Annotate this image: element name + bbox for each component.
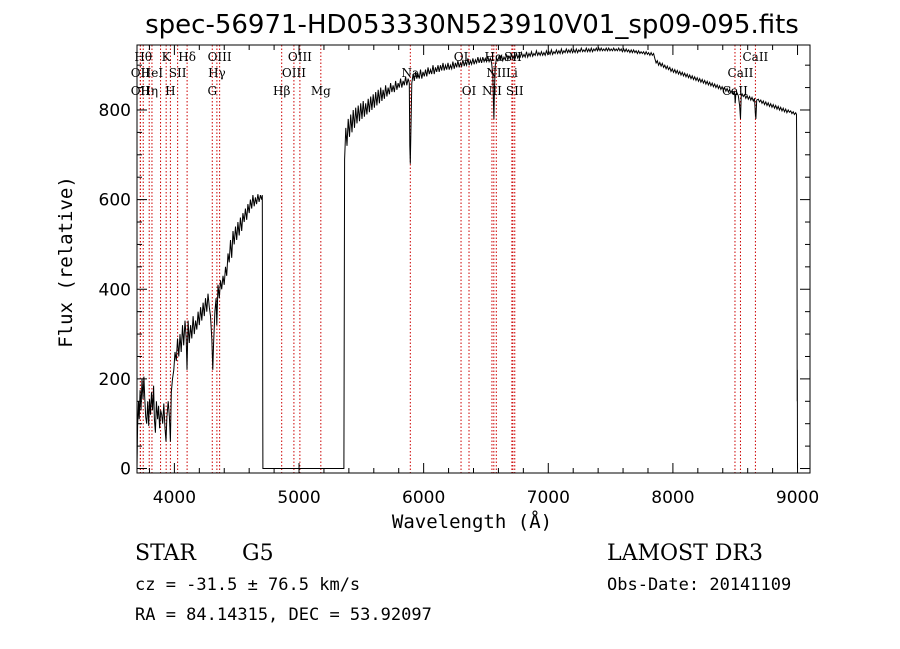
y-tick-label-0: 0 — [120, 460, 131, 480]
line-marker-label-8: SII — [169, 66, 187, 80]
object-class: STAR — [135, 541, 197, 566]
obs-date-readout: Obs-Date: 20141109 — [607, 575, 791, 595]
x-tick-label-6000: 6000 — [402, 488, 445, 508]
line-marker-label-6: K — [162, 50, 172, 64]
line-marker-label-19: OI — [462, 84, 477, 98]
redshift-readout: cz = -31.5 ± 76.5 km/s — [135, 575, 360, 595]
line-markers — [139, 45, 756, 473]
line-marker-label-28: CaII — [742, 50, 768, 64]
line-marker-label-13: Hβ — [273, 84, 290, 98]
line-marker-label-22: NII — [486, 66, 506, 80]
line-marker-label-0: Hθ — [134, 50, 152, 64]
y-tick-label-800: 800 — [99, 101, 131, 121]
spectrum-line — [136, 46, 798, 469]
line-marker-label-7: H — [165, 84, 175, 98]
line-marker-label-12: OIII — [208, 50, 232, 64]
line-marker-label-11: Hγ — [208, 66, 226, 80]
y-axis-ticks: 0 200 400 600 800 — [99, 64, 810, 480]
y-tick-label-400: 400 — [99, 280, 131, 300]
x-tick-label-7000: 7000 — [527, 488, 570, 508]
y-tick-label-200: 200 — [99, 370, 131, 390]
line-marker-label-1: OII — [131, 66, 151, 80]
plot-frame — [136, 44, 811, 474]
line-marker-label-15: OIII — [288, 50, 312, 64]
object-subclass: G5 — [242, 541, 274, 566]
y-axis-label: Flux (relative) — [55, 176, 77, 348]
x-axis-label: Wavelength (Å) — [392, 510, 552, 533]
line-marker-label-20: NII — [482, 84, 502, 98]
survey-name: LAMOST DR3 — [607, 541, 763, 566]
line-marker-label-18: OI — [454, 50, 469, 64]
x-tick-label-9000: 9000 — [776, 488, 819, 508]
chart-title: spec-56971-HD053330N523910V01_sp09-095.f… — [145, 10, 799, 40]
line-marker-label-24: SII — [504, 50, 522, 64]
line-marker-label-23: Li — [506, 66, 518, 80]
line-marker-label-10: G — [207, 84, 217, 98]
coordinates-readout: RA = 84.14315, DEC = 53.92097 — [135, 605, 432, 625]
x-tick-label-4000: 4000 — [153, 488, 196, 508]
line-marker-label-4: HeI — [141, 66, 164, 80]
x-axis-ticks: 4000 5000 6000 7000 8000 9000 — [148, 45, 819, 508]
line-marker-label-2: OII — [131, 84, 151, 98]
line-marker-label-27: CaII — [728, 66, 754, 80]
line-marker-label-14: OIII — [282, 66, 306, 80]
line-marker-label-9: Hδ — [178, 50, 196, 64]
line-marker-label-16: Mg — [311, 84, 331, 98]
line-marker-labels: HθOIIOIIHηHeIKHSIIHδGHγOIIIHβOIIIOIIIMgN… — [131, 50, 769, 98]
line-marker-label-25: SII — [506, 84, 524, 98]
x-tick-label-5000: 5000 — [277, 488, 320, 508]
x-tick-label-8000: 8000 — [651, 488, 694, 508]
y-tick-label-600: 600 — [99, 191, 131, 211]
line-marker-label-3: Hη — [140, 84, 158, 98]
